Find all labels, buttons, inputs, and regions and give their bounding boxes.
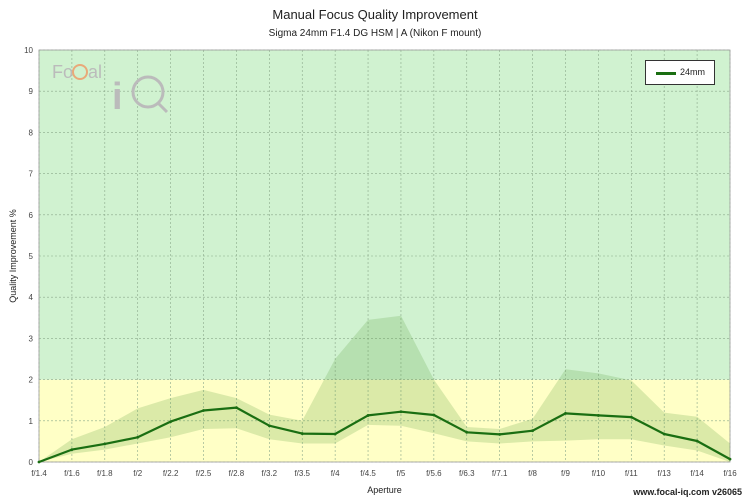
y-tick-label: 10 (24, 46, 33, 55)
y-tick-label: 3 (29, 334, 34, 343)
data-point-f/3.2 (267, 424, 271, 428)
data-point-f/13 (662, 432, 666, 436)
x-tick-label: f/1.4 (31, 469, 47, 478)
x-tick-label: f/3.5 (294, 469, 310, 478)
legend-label-24mm: 24mm (680, 67, 706, 77)
watermark: www.focal-iq.com v26065 (633, 487, 742, 497)
y-tick-label: 1 (29, 417, 34, 426)
data-point-f/5.6 (432, 413, 436, 417)
data-point-f/2.8 (235, 406, 238, 410)
x-tick-label: f/2.8 (229, 469, 245, 478)
x-tick-label: f/1.6 (64, 469, 80, 478)
legend-swatch-24mm (656, 72, 676, 75)
series-line-24mm (38, 406, 731, 464)
data-point-f/1.8 (103, 442, 107, 446)
data-point-f/14 (695, 439, 699, 443)
x-tick-label: f/9 (561, 469, 570, 478)
data-point-f/2.2 (169, 420, 173, 424)
chart-legend: 24mm (645, 60, 715, 85)
data-point-f/5 (399, 410, 403, 414)
data-point-f/4 (333, 432, 337, 436)
x-tick-label: f/1.8 (97, 469, 113, 478)
x-tick-label: f/13 (658, 469, 672, 478)
data-point-f/7.1 (498, 432, 502, 436)
y-tick-label: 6 (29, 211, 34, 220)
data-point-f/2 (136, 435, 140, 439)
x-tick-label: f/5 (396, 469, 405, 478)
data-point-f/4.5 (366, 414, 370, 417)
svg-text:al: al (88, 62, 102, 82)
x-tick-label: f/4.5 (360, 469, 376, 478)
data-point-f/9 (564, 411, 567, 415)
data-point-f/3.5 (300, 432, 304, 435)
x-tick-label: f/2.2 (163, 469, 179, 478)
y-tick-label: 5 (29, 252, 34, 261)
x-axis-title: Aperture (367, 485, 402, 495)
x-tick-label: f/11 (625, 469, 638, 478)
y-tick-label: 9 (29, 87, 34, 96)
y-tick-label: 2 (29, 376, 34, 385)
focal-iq-logo: Fo al i (50, 60, 180, 120)
chart-subtitle: Sigma 24mm F1.4 DG HSM | A (Nikon F moun… (268, 28, 482, 39)
x-tick-label: f/16 (723, 469, 737, 478)
data-point-f/1.4 (37, 460, 41, 464)
y-tick-label: 0 (29, 458, 34, 467)
x-tick-label: f/2 (133, 469, 142, 478)
x-tick-label: f/5.6 (426, 469, 442, 478)
y-tick-label: 8 (29, 128, 34, 137)
data-point-f/8 (531, 429, 534, 433)
svg-text:Fo: Fo (52, 62, 73, 82)
y-axis-title: Quality Improvement % (8, 209, 18, 303)
data-point-f/1.6 (70, 448, 74, 452)
x-tick-label: f/10 (592, 469, 606, 478)
x-tick-label: f/8 (528, 469, 537, 478)
x-tick-label: f/14 (690, 469, 704, 478)
chart-title: Manual Focus Quality Improvement (272, 7, 478, 22)
x-tick-label: f/7.1 (492, 469, 508, 478)
series-band-24mm (39, 315, 730, 462)
data-point-f/2.5 (202, 409, 205, 412)
y-tick-label: 4 (29, 293, 34, 302)
data-point-f/10 (596, 414, 600, 417)
data-point-f/11 (629, 415, 633, 419)
data-point-f/16 (728, 457, 732, 461)
plot-border (38, 49, 731, 463)
x-tick-label: f/4 (331, 469, 340, 478)
x-tick-label: f/6.3 (459, 469, 475, 478)
y-tick-label: 7 (29, 170, 34, 179)
x-tick-label: f/3.2 (262, 469, 278, 478)
svg-text:i: i (112, 76, 123, 118)
x-tick-label: f/2.5 (196, 469, 212, 478)
data-point-f/6.3 (465, 430, 469, 434)
